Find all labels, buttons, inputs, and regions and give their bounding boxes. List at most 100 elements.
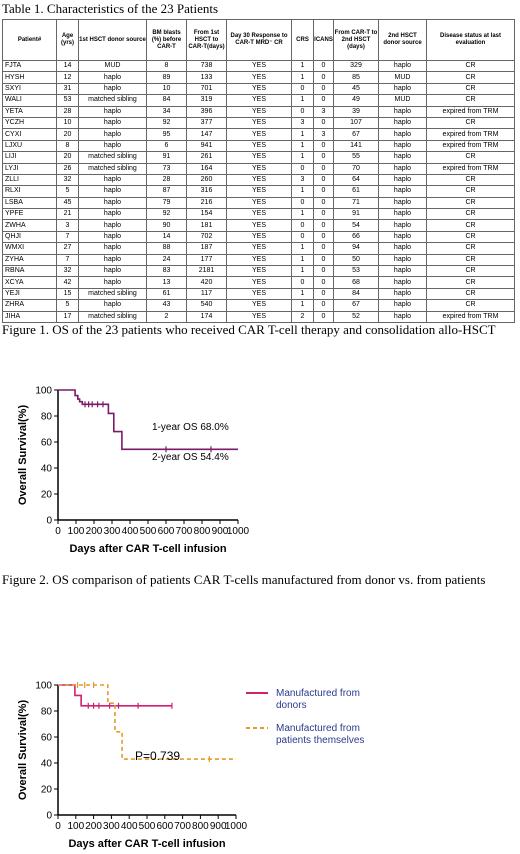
table-cell: 84 (333, 287, 379, 301)
table-cell: XCYA (2, 276, 57, 289)
table-cell: 70 (333, 162, 379, 175)
table-cell: 17 (56, 310, 79, 324)
annotation-2yr: 2-year OS 54.4% (152, 452, 229, 463)
table-cell: YES (226, 82, 292, 96)
table-cell: haplo (78, 139, 147, 153)
table-cell: YES (226, 173, 292, 187)
table-cell: 177 (186, 253, 227, 267)
table-cell: haplo (378, 196, 427, 210)
x-tick-label: 0 (55, 821, 61, 832)
table-cell: 0 (313, 208, 334, 221)
table-cell: YES (226, 185, 292, 198)
table-cell: 216 (186, 196, 227, 210)
table-cell: CR (426, 276, 515, 289)
table-cell: 174 (186, 310, 227, 324)
table-cell: haplo (378, 162, 427, 175)
table-cell: 0 (291, 219, 314, 232)
table-cell: 79 (146, 196, 187, 210)
table-cell: 0 (313, 230, 334, 244)
x-tick-label: 700 (174, 821, 191, 832)
table-caption: Table 1. Characteristics of the 23 Patie… (2, 1, 219, 16)
table-cell: 1 (291, 265, 314, 278)
table-row: WMXI 27 haplo 88 187 YES 1 0 94 haplo CR (2, 242, 515, 255)
table-cell: expired from TRM (426, 105, 515, 118)
table-row: RBNA 32 haplo 83 2181 YES 1 0 53 haplo CR (2, 265, 515, 278)
y-tick-label: 80 (41, 412, 53, 423)
table-cell: 15 (56, 287, 79, 301)
table-row: XCYA 42 haplo 13 420 YES 0 0 68 haplo CR (2, 276, 515, 289)
x-tick-label: 300 (103, 821, 120, 832)
table-cell: 28 (146, 173, 187, 187)
table-header-cell: From CAR-T to 2nd HSCT (days) (333, 19, 379, 61)
table-cell: YES (226, 94, 292, 107)
table-cell: 1 (291, 59, 314, 73)
table-header-cell: Patient# (2, 19, 57, 61)
table-header-cell: Day 30 Response to CAR-T MRD⁻ CR (226, 19, 292, 61)
table-cell: haplo (78, 185, 147, 198)
table-cell: haplo (378, 208, 427, 221)
table-cell: 28 (56, 105, 79, 118)
x-tick-label: 800 (194, 526, 211, 537)
table-cell: 2181 (186, 265, 227, 278)
table-cell: CR (426, 265, 515, 278)
table-cell: YES (226, 276, 292, 289)
table-cell: haplo (378, 299, 427, 312)
table-cell: 7 (56, 230, 79, 244)
table-header-cell: From 1st HSCT to CAR-T(days) (186, 19, 227, 61)
table-cell: 61 (333, 185, 379, 198)
table-cell: 24 (146, 253, 187, 267)
table-cell: 1 (291, 253, 314, 267)
table-cell: 92 (146, 208, 187, 221)
table-cell: 141 (333, 139, 379, 153)
table-cell: haplo (378, 219, 427, 232)
table-cell: YEJI (2, 287, 57, 301)
table-cell: CR (426, 59, 515, 73)
table-cell: 43 (146, 299, 187, 312)
table-cell: 53 (56, 94, 79, 107)
table-cell: JIHA (2, 310, 57, 324)
table-cell: 20 (56, 128, 79, 141)
table-cell: CR (426, 196, 515, 210)
table-cell: 14 (146, 230, 187, 244)
y-tick-label: 40 (41, 759, 53, 770)
x-tick-label: 1000 (227, 526, 250, 537)
y-axis-label: Overall Survival(%) (17, 700, 29, 801)
table-cell: YES (226, 151, 292, 164)
table-row: YEJI 15 matched sibling 61 117 YES 1 0 84 haplo CR (2, 287, 515, 301)
table-cell: 39 (333, 105, 379, 118)
table-cell: CR (426, 219, 515, 232)
table-cell: CYXI (2, 128, 57, 141)
table-cell: 738 (186, 59, 227, 73)
table-cell: haplo (378, 82, 427, 96)
table-cell: expired from TRM (426, 128, 515, 141)
table-cell: MUD (378, 71, 427, 84)
table-cell: SXYI (2, 82, 57, 96)
table-cell: haplo (378, 230, 427, 244)
table-cell: matched sibling (78, 162, 147, 175)
y-tick-label: 100 (35, 681, 52, 692)
table-cell: 2 (146, 310, 187, 324)
table-cell: YPFE (2, 208, 57, 221)
table-cell: 0 (313, 253, 334, 267)
table-cell: 1 (291, 299, 314, 312)
table-cell: 0 (313, 219, 334, 232)
table-cell: YES (226, 265, 292, 278)
table-cell: 0 (313, 59, 334, 73)
table-cell: 1 (291, 208, 314, 221)
table-cell: 20 (56, 151, 79, 164)
table-cell: YES (226, 59, 292, 73)
table-cell: 540 (186, 299, 227, 312)
table-cell: YES (226, 253, 292, 267)
table-cell: 187 (186, 242, 227, 255)
table-cell: 71 (333, 196, 379, 210)
table-cell: 117 (186, 287, 227, 301)
table-cell: YES (226, 208, 292, 221)
table-cell: 0 (291, 162, 314, 175)
table-cell: 702 (186, 230, 227, 244)
table-cell: 154 (186, 208, 227, 221)
table-row: WALI 53 matched sibling 84 319 YES 1 0 49 MUD CR (2, 94, 515, 107)
table-cell: MUD (78, 59, 147, 73)
table-row: YPFE 21 haplo 92 154 YES 1 0 91 haplo CR (2, 208, 515, 221)
x-tick-label: 400 (122, 526, 139, 537)
